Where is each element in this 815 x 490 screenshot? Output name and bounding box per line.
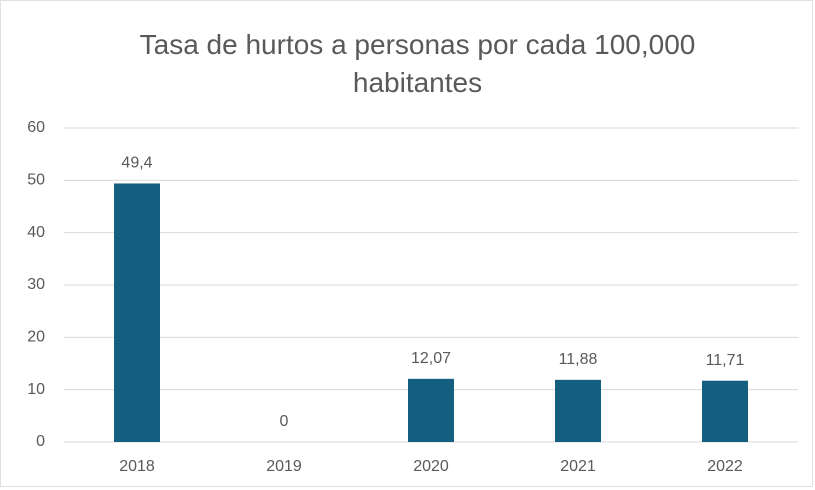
bar [408, 378, 454, 442]
x-tick-label: 2018 [119, 458, 155, 475]
x-tick-label: 2020 [413, 458, 449, 475]
y-tick-label: 10 [27, 381, 45, 398]
bar [702, 380, 748, 442]
x-tick-label: 2022 [707, 458, 743, 475]
value-label: 12,07 [411, 350, 451, 367]
x-tick-label: 2021 [560, 458, 596, 475]
value-label: 49,4 [121, 155, 152, 172]
y-tick-label: 60 [27, 119, 45, 136]
bar [114, 183, 160, 442]
value-label: 11,88 [559, 351, 598, 368]
y-tick-label: 50 [27, 172, 45, 189]
value-label: 0 [280, 413, 289, 430]
x-tick-label: 2019 [266, 458, 302, 475]
value-label: 11,71 [706, 352, 745, 369]
y-tick-label: 40 [27, 224, 45, 241]
bar [555, 379, 601, 442]
y-tick-label: 0 [36, 433, 45, 450]
y-tick-label: 20 [27, 329, 45, 346]
chart-title: Tasa de hurtos a personas por cada 100,0… [139, 29, 696, 98]
y-tick-label: 30 [27, 276, 45, 293]
